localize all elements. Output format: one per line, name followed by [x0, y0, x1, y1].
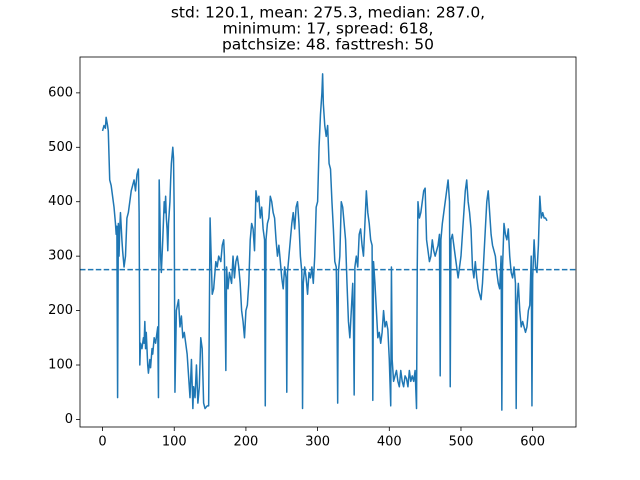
x-tick-label: 600: [520, 435, 545, 450]
chart-title: std: 120.1, mean: 275.3, median: 287.0,: [171, 4, 485, 22]
chart-title: patchsize: 48. fasttresh: 50: [222, 36, 434, 54]
y-tick-label: 600: [48, 85, 73, 100]
chart-title: minimum: 17, spread: 618,: [223, 20, 434, 38]
y-tick-label: 500: [48, 140, 73, 155]
y-tick-label: 400: [48, 194, 73, 209]
y-tick-label: 0: [65, 412, 73, 427]
x-tick-label: 400: [377, 435, 402, 450]
x-tick-label: 100: [162, 435, 187, 450]
x-tick-label: 0: [98, 435, 106, 450]
data-line: [101, 73, 548, 411]
y-tick-label: 200: [48, 303, 73, 318]
x-tick-label: 300: [305, 435, 330, 450]
x-tick-label: 500: [449, 435, 474, 450]
axes-frame: [79, 56, 577, 428]
x-tick-label: 200: [234, 435, 259, 450]
y-tick-label: 300: [48, 249, 73, 264]
y-tick-label: 100: [48, 358, 73, 373]
